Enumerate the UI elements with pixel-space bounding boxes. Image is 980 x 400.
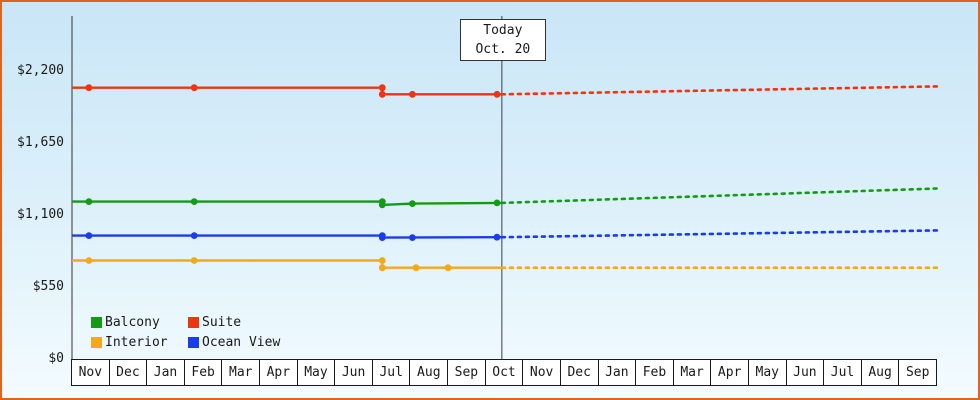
month-cell: Nov [522,359,561,386]
legend-label: Balcony [105,314,160,330]
series-balcony-forecast-line [500,187,939,205]
month-cell: Apr [259,359,298,386]
month-cell: May [747,359,787,386]
today-label-line2: Oct. 20 [475,42,531,57]
legend-label: Suite [202,314,242,330]
month-cell: Apr [710,359,749,386]
series-suite-forecast-line [500,85,939,96]
today-marker-label: Today Oct. 20 [459,19,546,61]
month-cell: Sep [447,359,486,386]
legend-swatch-icon [91,316,102,328]
legend-item-suite: Suite [188,312,280,332]
legend-item-ocean-view: Ocean View [188,332,280,352]
x-axis-months: Nov Dec Jan Feb Mar Apr May Jun Jul Aug Sep Oct Nov D… [71,359,938,386]
series-suite-point [378,84,386,92]
month-cell: Nov [71,359,110,386]
series-suite-point [85,84,93,92]
month-cell: Feb [635,359,674,386]
series-ocean-view-point [190,232,198,240]
series-ocean-view-point [493,233,501,241]
series-interior-point [378,257,386,264]
legend-swatch-icon [188,336,199,348]
series-balcony-point [190,198,198,206]
series-suite-history-line [72,86,502,96]
month-cell: Dec [559,359,599,386]
month-cell: Jun [334,359,373,386]
month-cell: Oct [484,359,524,386]
series-ocean-view-point [85,232,93,240]
series-ocean-view-forecast-line [500,229,939,239]
month-cell: Aug [409,359,449,386]
series-interior-point [444,264,452,272]
legend-item-balcony: Balcony [91,312,188,332]
month-cell: Jun [785,359,825,386]
series-interior-history-line [72,259,502,269]
series-ocean-view-point [378,234,386,242]
series-balcony-point [493,199,501,207]
series-suite-point [493,90,501,98]
series-interior-point [85,257,93,264]
month-cell: Mar [221,359,261,386]
legend-swatch-icon [91,336,102,348]
series-balcony-history-line [72,200,502,207]
month-cell: Sep [898,359,938,386]
month-cell: Mar [672,359,712,386]
series-suite-point [378,90,386,98]
month-cell: Jul [823,359,862,386]
today-label-line1: Today [483,23,523,38]
month-cell: Jan [146,359,185,386]
series-suite-point [190,84,198,92]
month-cell: May [296,359,336,386]
month-cell: Aug [860,359,900,386]
legend-item-interior: Interior [91,332,188,352]
legend-label: Interior [105,334,168,350]
month-cell: Feb [183,359,223,386]
series-balcony-point [409,200,416,208]
legend: Balcony Suite Interior Ocean View [91,312,280,352]
series-interior-point [378,264,386,272]
month-cell: Jul [371,359,411,386]
month-cell: Dec [108,359,148,386]
month-cell: Jan [597,359,637,386]
series-ocean-view-history-line [72,234,502,239]
series-balcony-point [85,198,93,206]
series-balcony-point [378,201,386,209]
series-suite-point [409,90,416,98]
legend-label: Ocean View [202,334,281,350]
legend-swatch-icon [188,316,199,328]
series-ocean-view-point [409,234,416,242]
series-interior-point [412,264,420,272]
series-interior-point [190,257,198,264]
